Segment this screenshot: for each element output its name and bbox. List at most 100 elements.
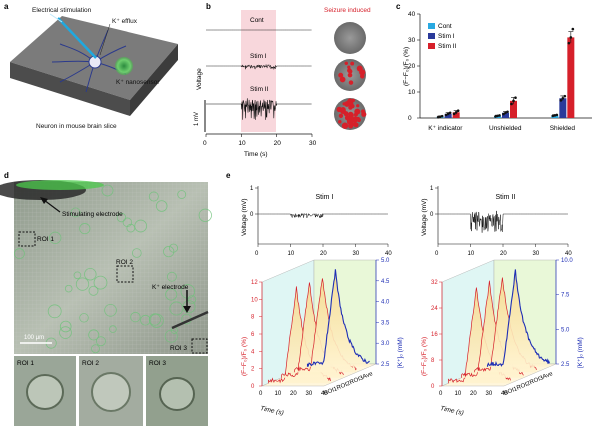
e-time-label: Time (s) (440, 405, 465, 417)
e-stim-2: Stim II01010203040Time (s)Voltage (mV)08… (421, 186, 584, 417)
e-roi-label: ROI2 (516, 381, 532, 392)
inset-roi-2-label: ROI 2 (82, 360, 99, 367)
e-top-y-tick-label: 1 (430, 186, 434, 192)
seizure-induced-label: Seizure induced (324, 7, 371, 14)
e-time-tick-label: 10 (455, 391, 462, 397)
data-point (448, 111, 452, 115)
b-x-tick-label: 30 (309, 140, 317, 147)
seizure-dot (347, 69, 353, 74)
green-cell (75, 277, 90, 291)
data-point (444, 113, 448, 117)
seizure-dot (338, 120, 342, 124)
e-left-tick-label: 12 (251, 280, 258, 286)
legend-swatch (428, 23, 435, 29)
seizure-dot (349, 115, 354, 120)
seizure-dot (351, 98, 355, 103)
green-cell (198, 208, 212, 222)
c-y-tick-label: 10 (408, 89, 416, 96)
seizure-dot (350, 61, 355, 66)
e-right-tick-label: 2.5 (561, 362, 570, 368)
e-top-x-tick-label: 20 (500, 251, 507, 257)
roi-1-label: ROI 1 (37, 236, 54, 243)
roi-3-box (191, 338, 208, 354)
stim-electrode-arrow (43, 199, 61, 213)
e-top-x-tick-label: 30 (353, 251, 360, 257)
data-point (438, 115, 442, 118)
green-cell (131, 248, 142, 258)
k-electrode-shaft (171, 310, 209, 330)
seizure-dot (348, 105, 353, 110)
scale-bar-label: 100 μm (24, 335, 44, 341)
e-time-tick-label: 10 (275, 391, 282, 397)
b-y-label: Voltage (196, 68, 203, 90)
e-trace-fill (461, 280, 524, 378)
green-cell (84, 267, 97, 281)
e-left-tick-label: 0 (431, 384, 435, 390)
green-cell (116, 212, 127, 223)
b-x-tick-label: 20 (274, 140, 282, 147)
green-cell (166, 271, 177, 282)
green-cell (49, 231, 62, 244)
e-time-tick-label: 30 (486, 391, 493, 397)
inset-roi-3-label: ROI 3 (149, 360, 166, 367)
voltage-traces (206, 29, 312, 120)
green-cell (88, 285, 99, 296)
green-cell (79, 313, 89, 323)
e-left-tick-label: 10 (251, 297, 258, 303)
green-cell (109, 325, 117, 333)
e-top-x-tick-label: 20 (320, 251, 327, 257)
e-roi-label: Ave (362, 371, 374, 381)
panel-d: d ROI 1 ROI 2 ROI 3 Stimulating electrod… (0, 171, 212, 426)
seizure-dot (344, 102, 348, 106)
e-top-x-tick-label: 10 (288, 251, 295, 257)
green-cell (187, 295, 197, 304)
data-point (553, 114, 557, 117)
b-x-label: Time (s) (244, 151, 268, 158)
e-left-tick-label: 8 (431, 358, 435, 364)
e-roi-label: Ave (542, 371, 554, 381)
e-top-x-tick-label: 0 (255, 251, 259, 257)
panel-c: c 0 10 20 30 40 (F−F₀)/F₀ (%) K⁺ indicator Unsh… (396, 2, 592, 132)
e-time-tick-label: 0 (439, 391, 443, 397)
b-x-ticks: 0 10 20 30 (203, 134, 317, 147)
trace-label-stim-2: Stim II (250, 86, 269, 93)
seizure-dots (336, 61, 367, 129)
c-y-label: (F−F₀)/F₀ (%) (403, 47, 410, 86)
dish-cont (334, 22, 366, 54)
data-point (456, 109, 460, 113)
seizure-dot (354, 108, 361, 115)
panel-b-letter: b (206, 2, 211, 11)
e-left-tick-label: 0 (251, 384, 255, 390)
data-point (563, 94, 567, 98)
seizure-dot (343, 111, 349, 117)
data-point (446, 112, 450, 116)
inset-roi-1-label: ROI 1 (17, 360, 34, 367)
green-cell (47, 304, 62, 319)
bar-stim-ii (567, 37, 575, 118)
trace-label-cont: Cont (250, 17, 264, 24)
e-time-tick-label: 0 (259, 391, 263, 397)
green-cell (59, 320, 72, 333)
c-category-label: Unshielded (489, 125, 522, 132)
data-point (436, 115, 440, 119)
e-left-tick-label: 8 (251, 315, 255, 321)
e-voltage-trace (258, 212, 388, 219)
green-cell (177, 190, 187, 199)
panel-e-letter: e (226, 171, 231, 180)
green-cell (148, 191, 159, 202)
e-left-tick-label: 16 (431, 332, 438, 338)
data-point (502, 112, 505, 116)
e-trace-fill (268, 286, 331, 384)
seizure-dot (339, 76, 346, 83)
green-cell (93, 275, 108, 290)
data-point (567, 41, 571, 45)
e-title: Stim II (496, 194, 516, 201)
green-cell (101, 184, 114, 197)
e-left-tick-label: 32 (431, 280, 438, 286)
green-cell (104, 303, 117, 317)
data-point (555, 113, 559, 117)
green-cell (59, 326, 72, 339)
e-right-axis-label: [K⁺]ₒ (mM) (397, 337, 404, 368)
e-right-tick-label: 2.5 (381, 362, 390, 368)
green-cell (155, 200, 168, 212)
